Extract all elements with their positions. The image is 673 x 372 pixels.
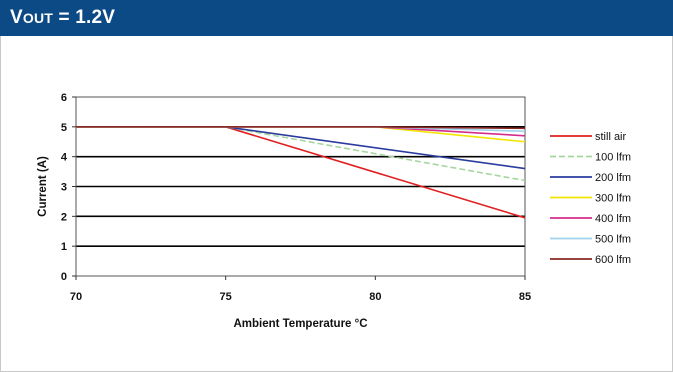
x-tick-label: 75 bbox=[220, 291, 232, 303]
series-line-7 bbox=[76, 126, 526, 130]
legend-label: 400 lfm bbox=[595, 213, 631, 225]
derating-chart: 0 1 2 3 4 5 6 70 75 80 85 Ambient Temperature °C C… bbox=[37, 92, 631, 330]
title-rest: = 1.2V bbox=[53, 7, 116, 28]
legend-label: still air bbox=[595, 131, 627, 143]
legend-label: 600 lfm bbox=[595, 254, 631, 266]
title-subscript: OUT bbox=[22, 10, 54, 26]
x-axis-title: Ambient Temperature °C bbox=[233, 318, 367, 330]
page-title: VOUT = 1.2V bbox=[10, 7, 115, 29]
x-tick-label: 80 bbox=[369, 291, 381, 303]
title-main: V bbox=[10, 7, 23, 28]
y-tick-label: 3 bbox=[61, 182, 67, 194]
y-axis-title: Current (A) bbox=[37, 156, 49, 217]
legend-label: 100 lfm bbox=[595, 152, 631, 164]
header-bar: VOUT = 1.2V bbox=[0, 0, 673, 36]
y-tick-label: 4 bbox=[61, 152, 68, 164]
y-tick-label: 2 bbox=[61, 211, 67, 223]
series-line-3 bbox=[76, 126, 526, 170]
y-tick-label: 0 bbox=[61, 271, 67, 283]
legend-label: 500 lfm bbox=[595, 234, 631, 246]
legend-label: 300 lfm bbox=[595, 193, 631, 205]
chart-legend: still air 100 lfm 200 lfm 300 lfm 400 lfm 500… bbox=[550, 131, 631, 266]
y-tick-label: 6 bbox=[61, 92, 67, 104]
legend-label: 200 lfm bbox=[595, 172, 631, 184]
y-tick-label: 1 bbox=[61, 241, 67, 253]
x-tick-label: 70 bbox=[70, 291, 82, 303]
chart-grid bbox=[76, 126, 525, 247]
x-tick-label: 85 bbox=[519, 291, 531, 303]
axis-ticks: 0 1 2 3 4 5 6 70 75 80 85 bbox=[61, 92, 531, 303]
series-lines bbox=[76, 126, 526, 219]
y-tick-label: 5 bbox=[61, 122, 67, 134]
